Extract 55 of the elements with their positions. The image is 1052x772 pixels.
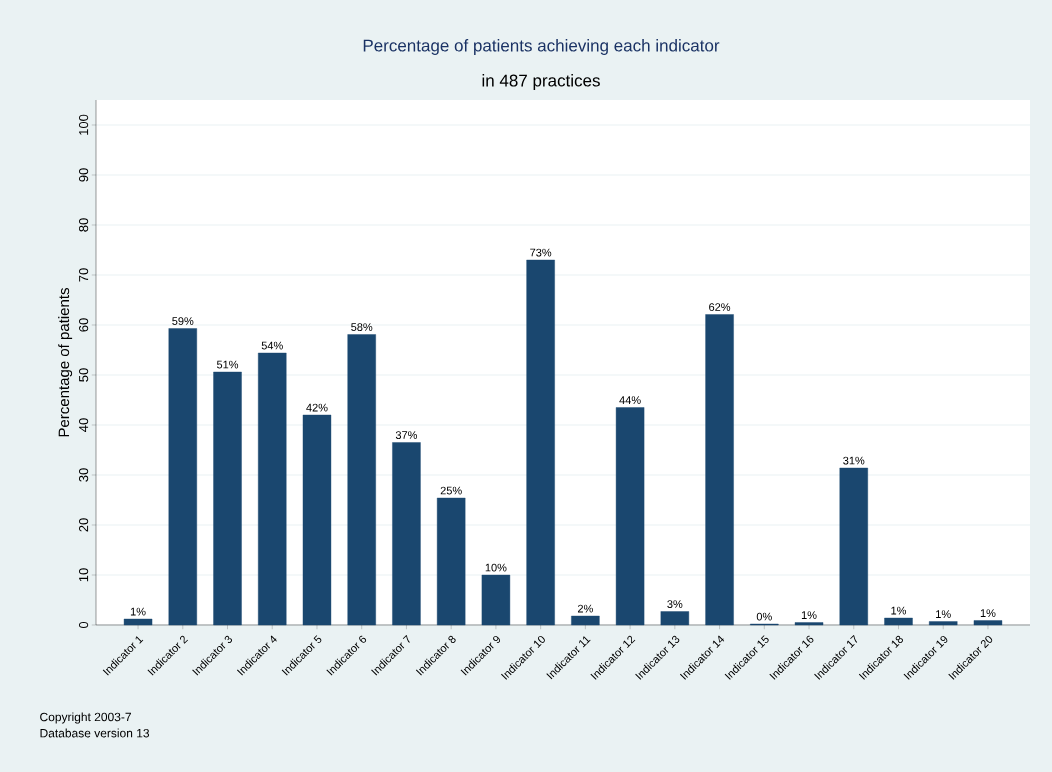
chart-subtitle: in 487 practices: [482, 74, 600, 90]
bar: [347, 334, 376, 626]
data-label: 44%: [619, 396, 641, 404]
text: Database version 13: [40, 728, 150, 738]
data-label: 51%: [216, 360, 239, 369]
y-axis-title: Percentage of patients: [58, 288, 73, 437]
y-tick-label: 70: [78, 268, 89, 282]
data-label: 73%: [530, 248, 552, 257]
text: Copyright 2003-7: [40, 712, 131, 724]
bar: [168, 328, 197, 626]
y-tick-label: 20: [78, 518, 89, 532]
bar: [794, 622, 824, 626]
y-tick-label: 80: [78, 218, 89, 232]
y-tick-label: 40: [78, 418, 89, 432]
bar: [839, 467, 868, 626]
data-label: 1%: [891, 606, 907, 615]
data-label: 25%: [440, 486, 462, 495]
bar: [929, 621, 958, 626]
y-tick-label: 10: [78, 568, 89, 582]
bar: [973, 620, 1003, 626]
bar: [660, 611, 690, 626]
bar: [884, 617, 913, 626]
bar: [481, 574, 511, 626]
data-label: 42%: [306, 403, 328, 412]
data-label: 1%: [980, 609, 996, 617]
data-label: 37%: [395, 431, 418, 439]
data-label: 1%: [801, 611, 817, 619]
bar: [571, 615, 600, 626]
data-label: 54%: [261, 341, 283, 350]
y-tick-label: 30: [78, 468, 89, 482]
bar: [213, 371, 242, 626]
data-label: 0%: [756, 612, 772, 621]
data-label: 31%: [843, 456, 865, 465]
data-label: 10%: [485, 563, 507, 572]
data-label: 1%: [936, 610, 951, 618]
bar: [302, 414, 332, 626]
bar: [392, 442, 421, 626]
y-tick-label: 100: [78, 114, 89, 135]
bar: [705, 314, 734, 626]
data-label: 1%: [130, 607, 146, 616]
data-label: 3%: [667, 600, 683, 608]
y-tick-label: 0: [78, 621, 89, 629]
bar: [526, 259, 555, 626]
data-label: 62%: [709, 303, 731, 311]
data-label: 58%: [351, 323, 373, 331]
bar: [123, 618, 153, 626]
y-tick-label: 90: [78, 168, 89, 182]
chart-title: Percentage of patients achieving each indicator: [363, 39, 720, 55]
bar: [615, 407, 645, 626]
y-tick-label: 60: [78, 318, 89, 332]
y-tick-label: 50: [78, 368, 89, 382]
data-label: 2%: [577, 604, 593, 613]
bar: [258, 352, 287, 626]
bar: [436, 497, 466, 626]
data-label: 59%: [172, 317, 194, 325]
